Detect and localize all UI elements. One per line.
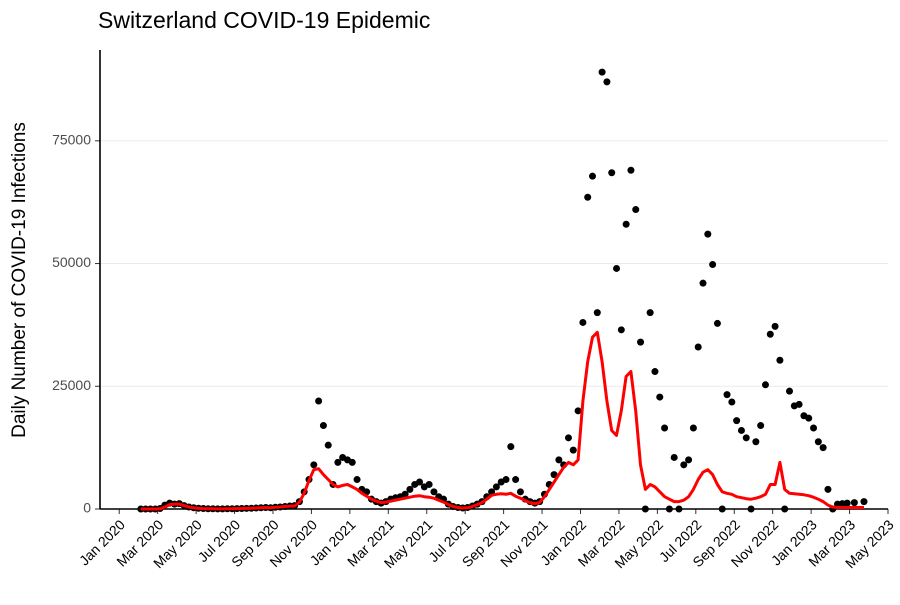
data-point: [589, 172, 596, 180]
data-point: [617, 326, 625, 334]
data-point: [608, 169, 616, 177]
data-point: [507, 443, 515, 451]
data-point: [824, 485, 832, 493]
data-point: [685, 456, 693, 464]
data-point: [733, 417, 741, 425]
data-point: [814, 438, 822, 446]
data-point: [694, 343, 702, 351]
data-point: [574, 407, 582, 415]
y-tick-label: 75000: [52, 132, 91, 148]
data-point: [776, 356, 784, 364]
y-tick-label: 50000: [52, 254, 91, 270]
data-point: [646, 309, 654, 317]
data-point: [334, 458, 342, 466]
data-point: [819, 444, 827, 452]
data-point: [665, 505, 673, 513]
data-point: [709, 261, 717, 269]
data-point: [766, 330, 774, 338]
data-point: [502, 476, 510, 484]
data-point: [757, 422, 765, 430]
data-point: [786, 387, 793, 395]
data-point: [661, 424, 669, 432]
data-point: [353, 476, 361, 484]
data-point: [430, 488, 438, 496]
data-point: [713, 319, 721, 327]
data-point: [843, 499, 851, 507]
data-point: [752, 438, 760, 446]
data-point: [512, 476, 520, 484]
data-point: [584, 193, 592, 201]
data-point: [315, 397, 323, 405]
data-point: [656, 393, 664, 401]
data-point: [737, 426, 745, 434]
data-point: [704, 230, 712, 238]
data-point: [651, 368, 659, 376]
data-point: [641, 505, 649, 513]
y-axis-title: Daily Number of COVID-19 Infections: [9, 122, 30, 438]
data-point: [699, 279, 707, 287]
data-point: [670, 453, 678, 461]
data-point: [761, 381, 769, 389]
data-point: [723, 391, 731, 399]
data-point: [771, 322, 779, 330]
data-point: [689, 424, 697, 432]
data-point: [550, 471, 558, 479]
data-point: [810, 424, 818, 432]
data-point: [555, 456, 563, 464]
data-point: [593, 309, 601, 317]
data-point: [728, 398, 736, 406]
data-point: [675, 505, 683, 513]
data-point: [564, 434, 572, 442]
data-point: [319, 422, 327, 430]
data-point: [680, 461, 688, 469]
data-point: [805, 414, 813, 422]
data-point: [416, 478, 424, 486]
data-point: [637, 338, 645, 346]
data-point: [742, 434, 750, 442]
data-point: [781, 505, 789, 513]
data-point: [569, 446, 577, 454]
trend-line: [140, 330, 864, 511]
data-point: [632, 206, 640, 214]
y-tick-label: 25000: [52, 377, 91, 393]
data-point: [492, 483, 500, 491]
data-point: [324, 441, 332, 449]
data-point: [747, 505, 755, 513]
data-point: [860, 498, 868, 506]
data-point: [795, 400, 803, 408]
data-point: [310, 461, 318, 469]
data-point: [348, 458, 356, 466]
data-point: [406, 485, 414, 493]
data-point: [425, 480, 433, 488]
data-point: [718, 505, 726, 513]
data-point: [850, 499, 858, 507]
data-point: [613, 264, 621, 272]
data-point: [603, 78, 611, 86]
data-point: [516, 488, 524, 496]
data-point: [598, 68, 606, 76]
chart-title: Switzerland COVID-19 Epidemic: [98, 7, 430, 33]
data-point: [401, 490, 409, 498]
data-point: [622, 220, 630, 228]
data-point: [627, 166, 635, 174]
y-tick-label: 0: [83, 500, 91, 516]
data-point: [579, 318, 587, 326]
